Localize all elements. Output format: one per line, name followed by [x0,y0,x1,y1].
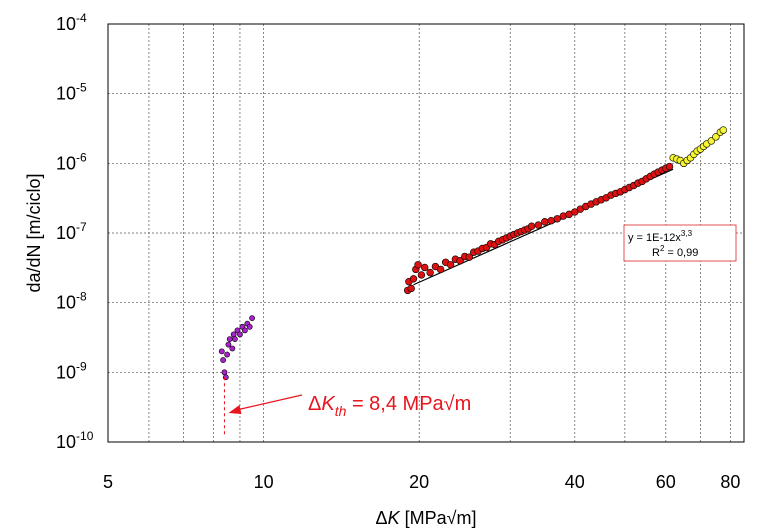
data-point-yellow [719,126,727,134]
data-point-yellow [712,133,720,141]
data-point-red [553,215,561,223]
data-point-purple [220,357,227,363]
x-tick-label: 40 [565,472,585,492]
data-point-purple [249,315,255,322]
data-point-purple [246,323,253,330]
data-point-red [547,217,555,225]
x-tick-label: 10 [254,472,274,492]
y-tick-label: 10-9 [56,359,87,382]
data-point-red [417,271,426,279]
data-point-red [436,265,445,274]
data-point-red [407,284,415,293]
x-tick-labels: 5 10 20 40 60 80 [103,472,740,492]
data-point-purple [224,351,231,358]
x-axis-title: ΔK [MPa√m] [376,508,477,528]
x-tick-label: 60 [656,472,676,492]
y-axis-title: da/dN [m/ciclo] [24,173,44,292]
y-tick-label: 10-4 [56,11,87,34]
data-point-red [446,261,455,269]
data-point-red [534,221,543,229]
data-points [218,126,727,381]
equation-box [623,224,737,262]
data-point-red [421,263,429,272]
x-tick-label: 80 [720,472,740,492]
data-point-red [465,253,473,261]
y-tick-label: 10-8 [56,290,87,313]
threshold-arrowhead [228,405,242,414]
x-tick-label: 20 [409,472,429,492]
data-point-purple [225,341,232,348]
data-point-red [527,222,536,230]
data-point-red [541,218,549,226]
data-point-purple [229,345,236,352]
plot-border [107,23,745,443]
data-point-purple [237,331,243,338]
y-tick-labels: 10-10 10-9 10-8 10-7 10-6 10-5 10-4 [56,11,94,452]
x-tick-label: 5 [103,472,113,492]
equation-text: y = 1E-12x3,3 [628,229,693,244]
data-point-red [665,162,674,171]
threshold-arrow [236,394,303,411]
y-tick-label: 10-7 [56,220,87,243]
y-tick-label: 10-10 [56,429,94,452]
data-point-red [456,257,464,265]
data-point-red [414,261,422,269]
data-point-purple [232,336,238,342]
data-point-red [426,268,434,277]
data-point-purple [221,369,228,376]
y-tick-label: 10-6 [56,150,87,173]
y-tick-label: 10-5 [56,81,87,104]
data-point-purple [226,336,233,342]
data-point-purple [218,348,225,355]
threshold-label: ΔKth = 8,4 MPa√m [308,393,471,419]
data-point-purple [241,327,248,334]
data-point-red [409,275,418,283]
r-squared-text: R2 = 0,99 [652,244,698,259]
